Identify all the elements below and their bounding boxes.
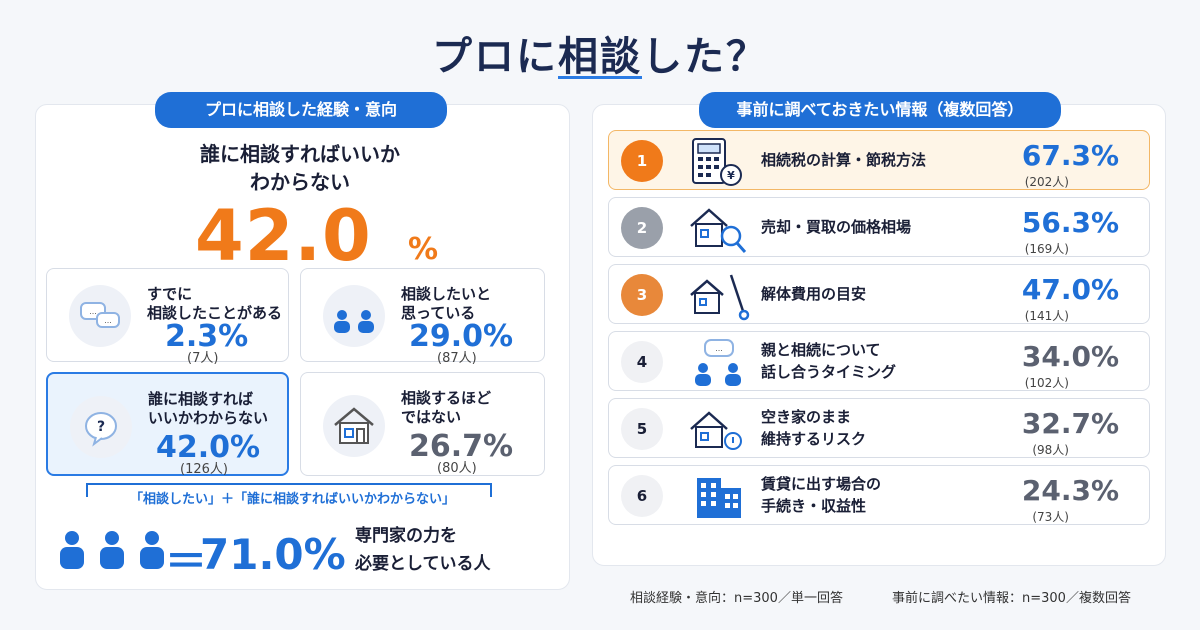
- card-pct: 29.0%: [409, 319, 514, 354]
- title-highlight: 相談: [558, 34, 642, 80]
- rank-label: 売却・買取の価格相場: [761, 218, 912, 236]
- rank-badge: 2: [621, 207, 663, 249]
- rank-count: (98人): [1032, 443, 1069, 457]
- rank-badge: 1: [621, 140, 663, 182]
- house-magnifier-icon: [690, 208, 747, 253]
- rank-pct: 56.3%: [1021, 206, 1119, 239]
- card-label: 相談するほど ではない: [401, 389, 492, 426]
- card-pct: 2.3%: [165, 319, 249, 354]
- card-label: すでに 相談したことがある: [147, 285, 283, 322]
- rank-count: (73人): [1032, 510, 1069, 524]
- rank-pct: 67.3%: [1021, 139, 1119, 172]
- card-pct: 42.0%: [156, 430, 261, 465]
- card-count: (126人): [180, 462, 228, 477]
- title-pre: プロに: [432, 34, 558, 80]
- bracket-line: [86, 483, 492, 497]
- rank-item: 6 賃貸に出す場合の 手続き・収益性 24.3% (73人): [608, 465, 1150, 525]
- rank-pct: 47.0%: [1021, 273, 1119, 306]
- total-description: 専門家の力を 必要としている人: [355, 526, 491, 574]
- card-label: 誰に相談すれば いいかわからない: [148, 390, 269, 427]
- card-count: (7人): [187, 351, 219, 366]
- rank-item: 4 ... 親と相続について 話し合うタイミング 34.0% (102人): [608, 331, 1150, 391]
- svg-text:...: ...: [89, 307, 97, 316]
- rank-item: 1 ¥ 相続税の計算・節税方法 67.3% (202人): [608, 130, 1150, 190]
- rank-count: (202人): [1024, 175, 1069, 189]
- people-talking-icon: ...: [695, 339, 741, 386]
- two-people-icon: [323, 285, 385, 347]
- calculator-yen-icon: ¥: [692, 138, 742, 186]
- rank-badge: 5: [621, 408, 663, 450]
- rank-count: (141人): [1024, 309, 1069, 323]
- card-count: (80人): [437, 461, 477, 476]
- rank-item: 5 空き家のまま 維持するリスク 32.7% (98人): [608, 398, 1150, 458]
- rank-badge: 3: [621, 274, 663, 316]
- rank-badge: 6: [621, 475, 663, 517]
- big-value: 42.0: [195, 195, 372, 277]
- rank-pct: 34.0%: [1021, 340, 1119, 373]
- headline-line-1: 誰に相談すればいいか: [200, 142, 400, 166]
- rank-pct: 32.7%: [1021, 407, 1119, 440]
- card-already-consulted: ... ... すでに 相談したことがある 2.3% (7人): [46, 268, 289, 366]
- card-count: (87人): [437, 351, 477, 366]
- rank-label: 親と相続について 話し合うタイミング: [761, 341, 897, 381]
- question-bubble-icon: ?: [70, 396, 132, 458]
- page-title: プロに相談した？: [0, 24, 1200, 82]
- title-post: した？: [642, 34, 768, 80]
- house-thermometer-icon: [690, 274, 750, 321]
- headline: 誰に相談すればいいか わからない: [160, 140, 440, 196]
- card-dont-know-who: ? 誰に相談すれば いいかわからない 42.0% (126人): [46, 372, 289, 477]
- sum-note: 「相談したい」＋「誰に相談すればいいかわからない」: [130, 492, 456, 507]
- card-want-consult: 相談したいと 思っている 29.0% (87人): [300, 268, 545, 366]
- speech-bubbles-icon: ... ...: [69, 285, 131, 347]
- card-pct: 26.7%: [409, 429, 514, 464]
- rank-item: 2 売却・買取の価格相場 56.3% (169人): [608, 197, 1150, 257]
- experience-pill: プロに相談した経験・意向: [155, 92, 447, 128]
- total-equals: ＝: [165, 537, 208, 586]
- footer-note-right: 事前に調べたい情報：n=300／複数回答: [892, 591, 1131, 606]
- svg-text:¥: ¥: [727, 169, 735, 182]
- rank-label: 賃貸に出す場合の 手続き・収益性: [761, 475, 882, 515]
- svg-text:?: ?: [97, 419, 105, 435]
- svg-text:...: ...: [715, 344, 723, 353]
- house-icon: [323, 395, 385, 457]
- buildings-icon: [697, 478, 741, 518]
- headline-line-2: わからない: [250, 170, 350, 194]
- rank-label: 空き家のまま 維持するリスク: [761, 408, 867, 448]
- rank-pct: 24.3%: [1021, 474, 1119, 507]
- card-not-needed: 相談するほど ではない 26.7% (80人): [300, 372, 545, 476]
- rank-label: 解体費用の目安: [761, 285, 867, 303]
- rank-count: (102人): [1024, 376, 1069, 390]
- big-unit: %: [408, 232, 439, 267]
- rank-count: (169人): [1024, 242, 1069, 256]
- total-value: 71.0%: [200, 530, 346, 579]
- rank-label: 相続税の計算・節税方法: [761, 151, 927, 169]
- rank-item: 3 解体費用の目安 47.0% (141人): [608, 264, 1150, 324]
- research-pill: 事前に調べておきたい情報（複数回答）: [699, 92, 1061, 128]
- three-people-icon: [60, 531, 164, 569]
- rank-badge: 4: [621, 341, 663, 383]
- footer-note-left: 相談経験・意向：n=300／単一回答: [630, 591, 843, 606]
- card-label: 相談したいと 思っている: [401, 285, 492, 322]
- house-alert-icon: [690, 411, 742, 450]
- svg-text:...: ...: [104, 316, 112, 325]
